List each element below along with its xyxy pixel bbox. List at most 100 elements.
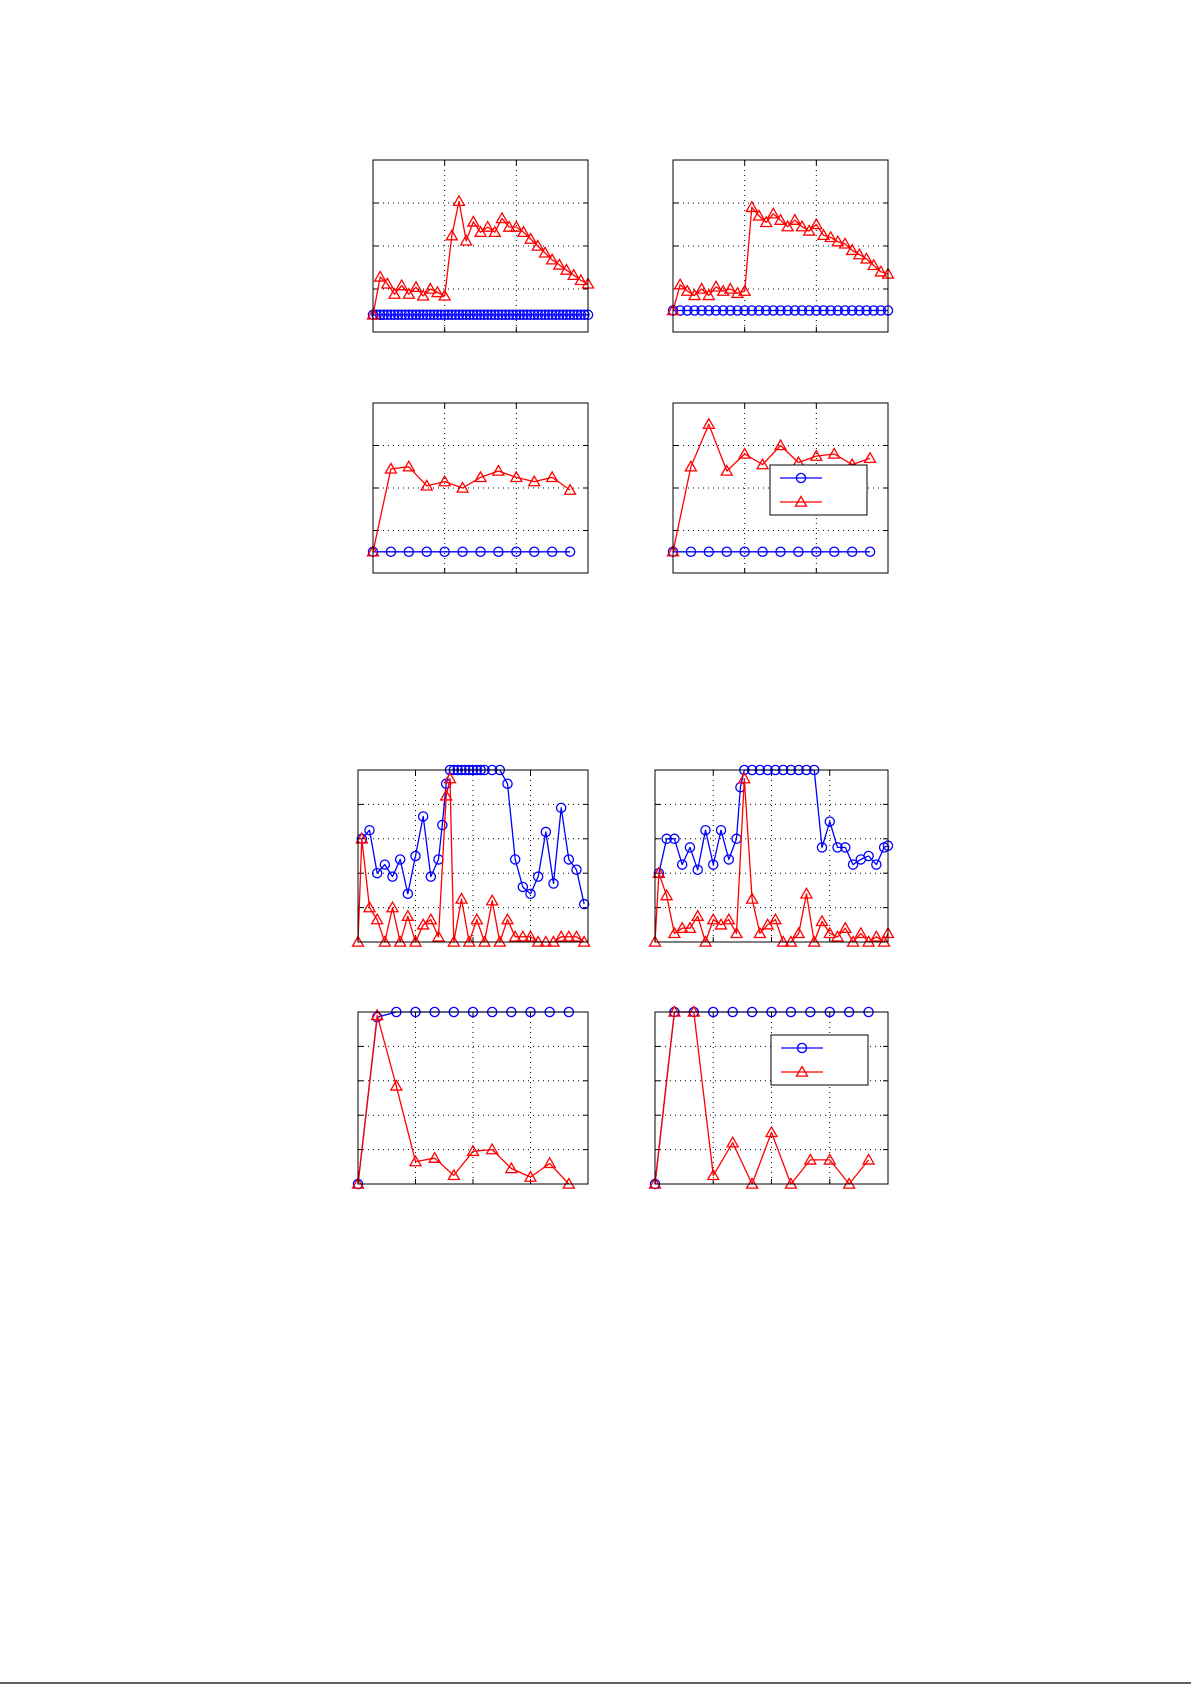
data-point-circle bbox=[793, 546, 804, 558]
data-point-circle bbox=[753, 305, 765, 316]
data-point-triangle bbox=[485, 893, 499, 906]
data-point-triangle bbox=[438, 474, 452, 487]
data-point-circle bbox=[782, 305, 793, 316]
data-point-circle bbox=[768, 305, 779, 316]
data-point-triangle bbox=[401, 909, 415, 921]
data-point-triangle bbox=[567, 268, 581, 281]
data-point-triangle bbox=[687, 288, 702, 301]
data-point-circle bbox=[529, 309, 540, 321]
data-point-triangle bbox=[773, 438, 788, 451]
data-point-circle bbox=[417, 309, 429, 321]
data-point-triangle bbox=[495, 211, 509, 224]
data-point-triangle bbox=[823, 926, 837, 939]
data-point-circle bbox=[414, 309, 425, 321]
data-point-triangle bbox=[799, 887, 814, 899]
data-point-circle bbox=[437, 819, 448, 831]
data-point-circle bbox=[789, 305, 801, 316]
data-point-triangle bbox=[481, 220, 495, 232]
data-point-circle bbox=[689, 305, 700, 316]
data-point-circle bbox=[509, 854, 521, 865]
chart-lower-bottom-right bbox=[648, 1005, 889, 1190]
axes-frame bbox=[672, 159, 889, 333]
legend-marker-circle bbox=[795, 472, 807, 484]
data-point-triangle bbox=[788, 213, 802, 225]
data-point-triangle bbox=[389, 1079, 403, 1091]
data-point-circle bbox=[669, 833, 680, 845]
data-point-circle bbox=[546, 309, 558, 321]
data-point-circle bbox=[464, 309, 475, 321]
data-point-triangle bbox=[752, 209, 766, 221]
series-line-triangle bbox=[372, 200, 589, 315]
data-point-circle bbox=[385, 309, 397, 321]
data-point-triangle bbox=[830, 930, 845, 942]
data-point-triangle bbox=[667, 1005, 682, 1017]
data-point-triangle bbox=[867, 258, 881, 271]
data-point-circle bbox=[775, 546, 786, 558]
data-point-circle bbox=[525, 888, 536, 900]
data-point-triangle bbox=[869, 930, 883, 942]
chart-lower-top-right bbox=[648, 764, 895, 947]
data-point-circle bbox=[525, 309, 536, 321]
axes-frame bbox=[357, 769, 589, 943]
legend bbox=[770, 1034, 869, 1086]
data-point-circle bbox=[725, 305, 736, 316]
data-point-triangle bbox=[683, 921, 697, 934]
data-point-circle bbox=[703, 305, 715, 316]
chart-mid-right bbox=[666, 402, 889, 574]
data-point-circle bbox=[571, 864, 582, 876]
data-point-circle bbox=[407, 309, 418, 321]
data-point-circle bbox=[717, 305, 729, 316]
series-line-circle bbox=[357, 1011, 569, 1185]
data-point-circle bbox=[507, 309, 518, 321]
series-circle bbox=[356, 764, 590, 910]
data-point-triangle bbox=[552, 258, 566, 270]
data-point-triangle bbox=[416, 289, 430, 301]
data-point-circle bbox=[555, 802, 567, 814]
series-triangle bbox=[666, 417, 877, 557]
data-point-triangle bbox=[545, 470, 559, 483]
data-point-circle bbox=[661, 833, 672, 845]
data-point-triangle bbox=[454, 892, 469, 904]
data-point-circle bbox=[746, 305, 758, 316]
data-point-circle bbox=[468, 309, 479, 321]
series-line-triangle bbox=[672, 206, 889, 311]
data-point-circle bbox=[399, 309, 411, 321]
data-point-triangle bbox=[648, 935, 662, 947]
data-point-triangle bbox=[652, 866, 666, 878]
data-point-triangle bbox=[781, 219, 795, 232]
data-point-triangle bbox=[447, 1168, 461, 1181]
data-point-circle bbox=[511, 546, 522, 558]
series-circle bbox=[352, 1006, 575, 1190]
data-point-triangle bbox=[773, 213, 788, 225]
data-point-triangle bbox=[393, 935, 407, 947]
data-point-triangle bbox=[387, 287, 402, 299]
axes-frame bbox=[654, 769, 889, 943]
data-point-triangle bbox=[402, 459, 416, 472]
data-point-circle bbox=[410, 850, 421, 862]
data-point-triangle bbox=[738, 447, 752, 459]
data-point-triangle bbox=[504, 1161, 518, 1174]
data-point-circle bbox=[435, 309, 447, 321]
data-point-circle bbox=[757, 546, 768, 558]
data-point-triangle bbox=[370, 1008, 384, 1021]
data-point-triangle bbox=[723, 282, 737, 294]
data-point-triangle bbox=[859, 252, 874, 264]
data-point-circle bbox=[864, 546, 876, 558]
data-point-circle bbox=[450, 309, 461, 321]
data-point-circle bbox=[739, 546, 750, 558]
data-point-triangle bbox=[502, 220, 516, 232]
data-point-triangle bbox=[838, 921, 852, 934]
data-point-triangle bbox=[824, 230, 838, 243]
series-triangle bbox=[648, 1005, 876, 1189]
data-point-circle bbox=[387, 871, 398, 882]
data-point-triangle bbox=[764, 1125, 779, 1138]
data-point-circle bbox=[685, 546, 697, 558]
data-point-circle bbox=[550, 309, 562, 321]
data-point-circle bbox=[529, 546, 540, 558]
data-point-triangle bbox=[823, 1153, 837, 1165]
data-point-triangle bbox=[562, 930, 576, 942]
data-point-circle bbox=[832, 842, 843, 853]
data-point-triangle bbox=[706, 912, 720, 925]
data-point-circle bbox=[692, 864, 703, 876]
data-point-triangle bbox=[784, 1177, 798, 1189]
